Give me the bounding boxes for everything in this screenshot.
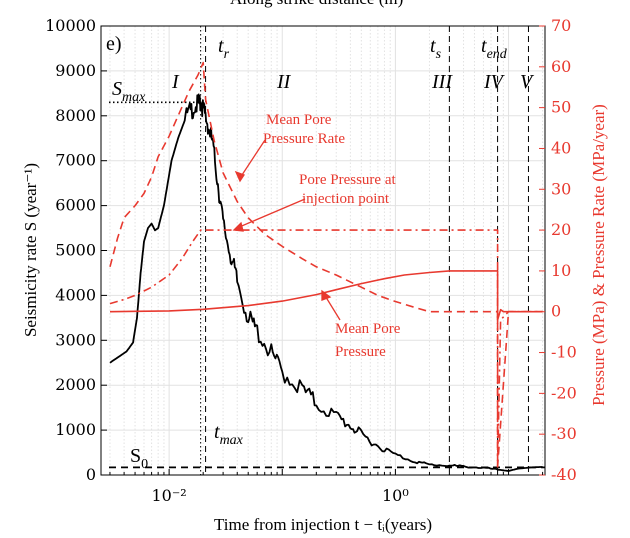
series-line-3 bbox=[109, 229, 543, 468]
tick-label-right: 40 bbox=[551, 138, 571, 157]
tick-label-left: 7000 bbox=[55, 151, 96, 170]
tick-label-right: -20 bbox=[551, 383, 577, 402]
phase-label-1: I bbox=[171, 71, 180, 93]
tick-label-right: -10 bbox=[551, 343, 577, 362]
svg-text:Smax: Smax bbox=[112, 78, 146, 105]
tick-label-left: 10000 bbox=[45, 16, 96, 35]
phase-label-3: III bbox=[431, 71, 453, 93]
left-axis-title: Seismicity rate S (year⁻¹) bbox=[21, 163, 40, 337]
arrowhead-mean bbox=[321, 289, 332, 301]
panel-label: e) bbox=[106, 33, 122, 55]
top-cropped-title: Along strike distance (m) bbox=[230, 0, 403, 8]
tick-label-right: 20 bbox=[551, 220, 571, 239]
tick-label-left: 2000 bbox=[55, 375, 96, 394]
arrow-rate bbox=[239, 139, 266, 179]
annotation-arrows bbox=[232, 139, 341, 321]
tick-label-right: 10 bbox=[551, 261, 571, 280]
ref-label-smax: Smax bbox=[112, 78, 146, 105]
svg-text:tmax: tmax bbox=[214, 421, 244, 448]
annotation-mean-line2: Pressure bbox=[335, 344, 386, 360]
marker-label-tr: tr bbox=[218, 35, 230, 62]
tick-label-right: -40 bbox=[551, 465, 577, 484]
phase-label-4: IV bbox=[483, 71, 506, 93]
axis-ticks: 0100020003000400050006000700080009000100… bbox=[45, 16, 577, 505]
tick-label-right: -30 bbox=[551, 424, 577, 443]
tick-label-bottom: 10⁰ bbox=[382, 486, 409, 505]
arrowhead-injection bbox=[232, 221, 244, 232]
tick-label-left: 8000 bbox=[55, 106, 96, 125]
marker-label-tmax: tmax bbox=[214, 421, 244, 448]
annotation-mean-line1: Mean Pore bbox=[335, 321, 401, 337]
data-series bbox=[109, 61, 543, 472]
right-axis-title: Pressure (MPa) & Pressure Rate (MPa/year… bbox=[589, 104, 608, 406]
tick-label-left: 0 bbox=[86, 465, 96, 484]
tick-label-left: 9000 bbox=[55, 61, 96, 80]
series-line-2 bbox=[109, 61, 543, 468]
arrowhead-rate bbox=[234, 170, 245, 183]
tick-label-left: 3000 bbox=[55, 330, 96, 349]
tick-label-right: 70 bbox=[551, 16, 571, 35]
tick-label-left: 4000 bbox=[55, 285, 96, 304]
svg-text:tr: tr bbox=[218, 35, 230, 62]
annotation-injection-line2: injection point bbox=[302, 191, 390, 207]
marker-label-tend: tend bbox=[481, 35, 508, 62]
arrow-injection bbox=[236, 198, 306, 229]
tick-label-right: 30 bbox=[551, 179, 571, 198]
series-line-4 bbox=[109, 270, 543, 321]
annotation-rate-line1: Mean Pore bbox=[266, 112, 332, 128]
tick-label-right: 0 bbox=[551, 302, 561, 321]
tick-label-right: 60 bbox=[551, 57, 571, 76]
annotation-injection-line1: Pore Pressure at bbox=[299, 172, 396, 188]
grid bbox=[101, 25, 545, 476]
marker-label-ts: ts bbox=[430, 35, 442, 62]
tick-label-bottom: 10⁻² bbox=[152, 486, 187, 505]
svg-text:tend: tend bbox=[481, 35, 508, 62]
annotation-rate-line2: Pressure Rate bbox=[263, 131, 345, 147]
tick-label-left: 6000 bbox=[55, 196, 96, 215]
series-line-1 bbox=[109, 93, 543, 472]
tick-label-left: 5000 bbox=[55, 241, 96, 260]
tick-label-left: 1000 bbox=[55, 420, 96, 439]
x-axis-title: Time from injection t − tᵢ(years) bbox=[214, 515, 432, 534]
svg-text:ts: ts bbox=[430, 35, 442, 62]
phase-label-5: V bbox=[520, 71, 535, 93]
phase-label-2: II bbox=[276, 71, 292, 93]
tick-label-right: 50 bbox=[551, 98, 571, 117]
